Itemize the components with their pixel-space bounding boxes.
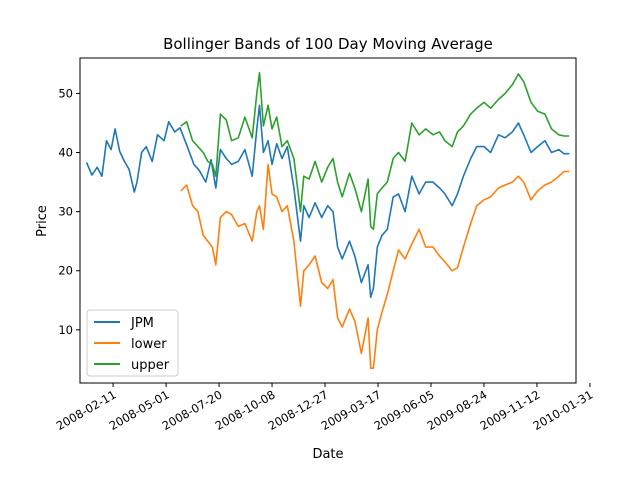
y-tick-label: 20 [58,264,73,278]
legend-label-upper: upper [131,358,170,373]
y-tick-label: 10 [58,323,73,337]
series-line-jpm [85,104,570,299]
plot-frame [79,57,577,384]
legend-box [86,309,179,377]
chart-title: Bollinger Bands of 100 Day Moving Averag… [163,35,493,53]
y-axis: 10 20 30 40 50 [58,86,80,337]
x-axis-label: Date [312,447,343,462]
legend: JPM lower upper [86,309,179,377]
legend-label-jpm: JPM [130,316,154,331]
series-layer [85,72,570,369]
y-tick-label: 40 [58,146,73,160]
series-line-lower [180,163,570,369]
y-tick-label: 50 [58,86,73,100]
y-axis-label: Price [35,205,50,237]
y-tick-label: 30 [58,205,73,219]
legend-label-lower: lower [131,337,167,352]
series-line-upper [180,72,570,231]
